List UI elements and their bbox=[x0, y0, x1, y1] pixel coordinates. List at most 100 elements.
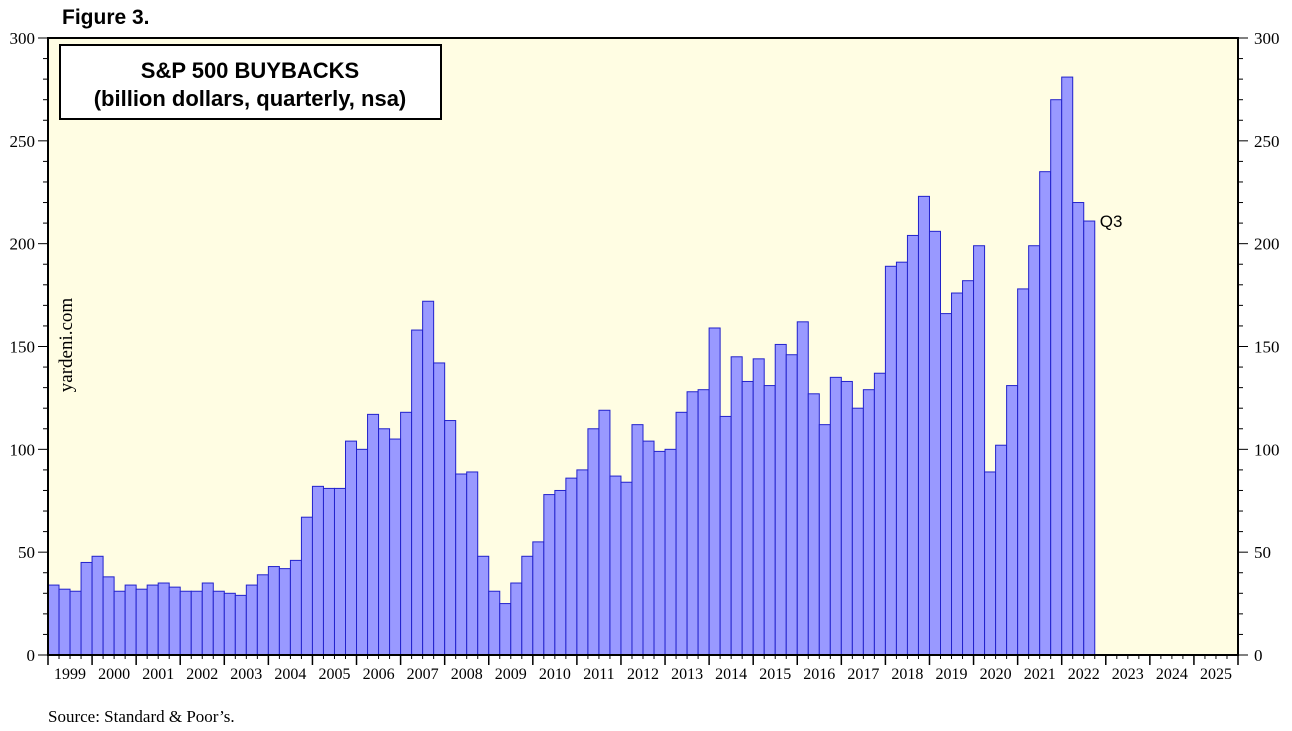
bar bbox=[289, 559, 302, 656]
bar bbox=[940, 313, 953, 656]
bar bbox=[1050, 99, 1063, 656]
bar bbox=[1072, 202, 1085, 656]
source-note: Source: Standard & Poor’s. bbox=[48, 707, 235, 726]
x-tick-label: 2020 bbox=[980, 666, 1012, 683]
bar bbox=[411, 329, 424, 656]
x-tick-label: 2013 bbox=[671, 666, 703, 683]
chart-subtitle: (billion dollars, quarterly, nsa) bbox=[94, 86, 407, 111]
figure-label: Figure 3. bbox=[62, 6, 150, 29]
bar bbox=[785, 354, 798, 656]
bar bbox=[895, 261, 908, 656]
bar bbox=[400, 411, 413, 656]
bar bbox=[124, 584, 137, 656]
bar bbox=[763, 385, 776, 656]
bar bbox=[719, 415, 732, 656]
x-tick-label: 2004 bbox=[274, 666, 306, 683]
x-tick-label: 2009 bbox=[495, 666, 527, 683]
bar bbox=[91, 555, 104, 656]
bar bbox=[234, 594, 247, 656]
bar bbox=[378, 428, 391, 656]
bar bbox=[190, 590, 203, 656]
bar bbox=[906, 234, 919, 656]
x-axis-tick-labels: 1999 2000 2001 2002 2003 2004 2005 2006 2007 2008… bbox=[54, 666, 1232, 683]
bar bbox=[422, 300, 435, 656]
x-tick-label: 2019 bbox=[936, 666, 968, 683]
bar bbox=[1017, 288, 1030, 656]
bar bbox=[664, 448, 677, 656]
bar bbox=[322, 487, 335, 656]
x-tick-label: 2005 bbox=[319, 666, 351, 683]
bar bbox=[80, 561, 93, 656]
y-tick-label-left: 250 bbox=[10, 132, 36, 151]
bar bbox=[620, 481, 633, 656]
bar bbox=[256, 574, 269, 656]
bar bbox=[851, 407, 864, 656]
bar bbox=[741, 380, 754, 656]
bar bbox=[356, 448, 369, 656]
bar bbox=[1006, 385, 1019, 656]
bar bbox=[554, 489, 567, 656]
bar bbox=[168, 586, 181, 656]
y-tick-label-left: 150 bbox=[10, 338, 36, 357]
bar bbox=[873, 372, 886, 656]
x-tick-label: 2011 bbox=[583, 666, 614, 683]
y-tick-label-right: 300 bbox=[1254, 29, 1280, 48]
bar bbox=[1028, 245, 1041, 656]
y-tick-label-right: 0 bbox=[1254, 646, 1263, 665]
bar bbox=[47, 584, 60, 656]
bar bbox=[157, 582, 170, 656]
bar bbox=[510, 582, 523, 656]
bar bbox=[796, 321, 809, 656]
bar bbox=[135, 588, 148, 656]
x-tick-label: 2007 bbox=[407, 666, 439, 683]
x-tick-label: 2023 bbox=[1112, 666, 1144, 683]
bar bbox=[521, 555, 534, 656]
bar bbox=[69, 590, 82, 656]
bar bbox=[675, 411, 688, 656]
bar bbox=[367, 413, 380, 656]
bar bbox=[300, 516, 313, 656]
bar bbox=[631, 424, 644, 656]
bar bbox=[862, 389, 875, 656]
bar bbox=[840, 380, 853, 656]
bar bbox=[146, 584, 159, 656]
bar bbox=[752, 358, 765, 656]
bar bbox=[488, 590, 501, 656]
bar bbox=[587, 428, 600, 656]
x-tick-label: 1999 bbox=[54, 666, 86, 683]
x-tick-label: 2010 bbox=[539, 666, 571, 683]
x-tick-label: 2021 bbox=[1024, 666, 1056, 683]
bar bbox=[444, 420, 457, 656]
y-tick-label-right: 200 bbox=[1254, 235, 1280, 254]
y-tick-label-left: 100 bbox=[10, 440, 36, 459]
bar bbox=[697, 389, 710, 656]
title-box: S&P 500 BUYBACKS (billion dollars, quart… bbox=[59, 44, 442, 120]
bar bbox=[807, 393, 820, 656]
x-tick-label: 2015 bbox=[759, 666, 791, 683]
bar bbox=[576, 469, 589, 656]
bar bbox=[466, 471, 479, 656]
bar bbox=[730, 356, 743, 656]
bar bbox=[774, 343, 787, 656]
bar bbox=[179, 590, 192, 656]
bar bbox=[829, 376, 842, 656]
bar bbox=[278, 568, 291, 656]
y-tick-label-left: 0 bbox=[27, 646, 36, 665]
bar bbox=[212, 590, 225, 656]
bar bbox=[58, 588, 71, 656]
bar bbox=[1061, 76, 1074, 656]
bar bbox=[995, 444, 1008, 656]
y-tick-label-right: 250 bbox=[1254, 132, 1280, 151]
bar bbox=[223, 592, 236, 656]
x-tick-label: 2000 bbox=[98, 666, 130, 683]
bar bbox=[884, 265, 897, 656]
bar bbox=[708, 327, 721, 656]
x-tick-label: 2014 bbox=[715, 666, 747, 683]
bar bbox=[973, 245, 986, 656]
bar bbox=[928, 230, 941, 656]
bar bbox=[818, 424, 831, 656]
chart-title: S&P 500 BUYBACKS bbox=[141, 58, 359, 83]
bar bbox=[565, 477, 578, 656]
title-box-frame bbox=[59, 44, 442, 120]
